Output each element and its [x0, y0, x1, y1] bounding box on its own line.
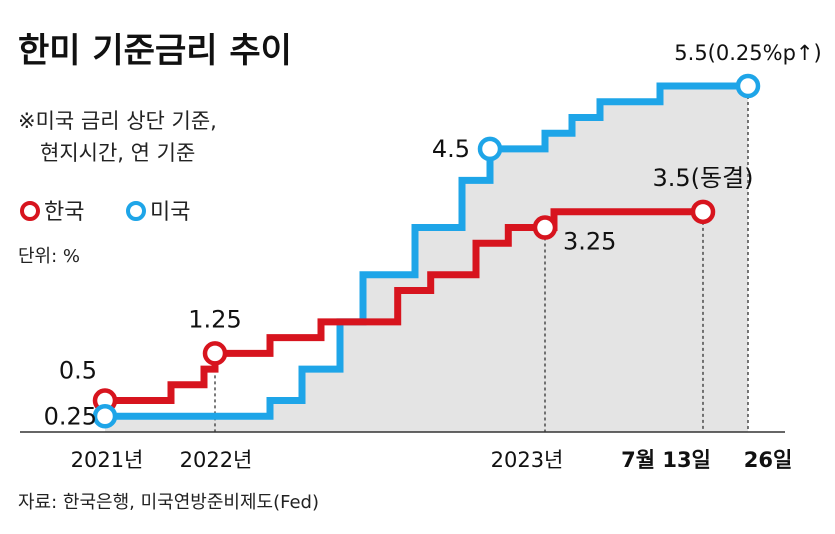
marker-korea-2023 [532, 215, 558, 240]
label-korea-1-25: 1.25 [188, 305, 241, 333]
marker-korea-2022 [202, 341, 228, 366]
marker-korea-latest [690, 199, 716, 225]
series-line-us [105, 82, 748, 420]
shaded-area [105, 86, 748, 432]
label-us-0-25: 0.25 [44, 402, 97, 430]
label-korea-3-5: 3.5(동결) [652, 164, 753, 192]
line-layer [105, 82, 748, 420]
legend-label-us: 미국 [150, 200, 190, 225]
label-layer: 0.5 1.25 3.25 3.5(동결) 0.25 4.5 5.5(0.25%p↑) [44, 41, 822, 430]
x-tick-label-3: 7월 13일 [621, 448, 711, 472]
label-korea-3-25: 3.25 [563, 228, 616, 256]
xtick-layer: 2021년 2022년 2023년 7월 13일 26일 [71, 448, 793, 472]
marker-us-start [92, 404, 118, 429]
x-tick-label-2: 2023년 [491, 448, 564, 472]
marker-us-4-5 [477, 136, 503, 162]
label-korea-0-5: 0.5 [59, 357, 97, 385]
legend-label-korea: 한국 [44, 200, 84, 225]
note-line-1: ※미국 금리 상단 기준, [18, 109, 217, 133]
label-us-4-5: 4.5 [432, 135, 470, 163]
source-text: 자료: 한국은행, 미국연방준비제도(Fed) [18, 492, 319, 513]
legend-marker-korea [20, 201, 40, 221]
guide-layer [214, 96, 749, 432]
label-us-5-5: 5.5(0.25%p↑) [674, 41, 821, 65]
marker-layer [92, 73, 761, 429]
unit-label: 단위: % [18, 246, 80, 267]
chart-title: 한미 기준금리 추이 [18, 31, 292, 71]
area-layer [105, 86, 748, 432]
series-line-korea [105, 208, 703, 404]
note-line-2: 현지시간, 연 기준 [40, 141, 195, 165]
x-tick-label-0: 2021년 [71, 448, 144, 472]
marker-us-latest [735, 73, 761, 99]
x-tick-label-1: 2022년 [180, 448, 253, 472]
x-tick-label-4: 26일 [744, 448, 793, 472]
legend-marker-us [126, 201, 146, 221]
